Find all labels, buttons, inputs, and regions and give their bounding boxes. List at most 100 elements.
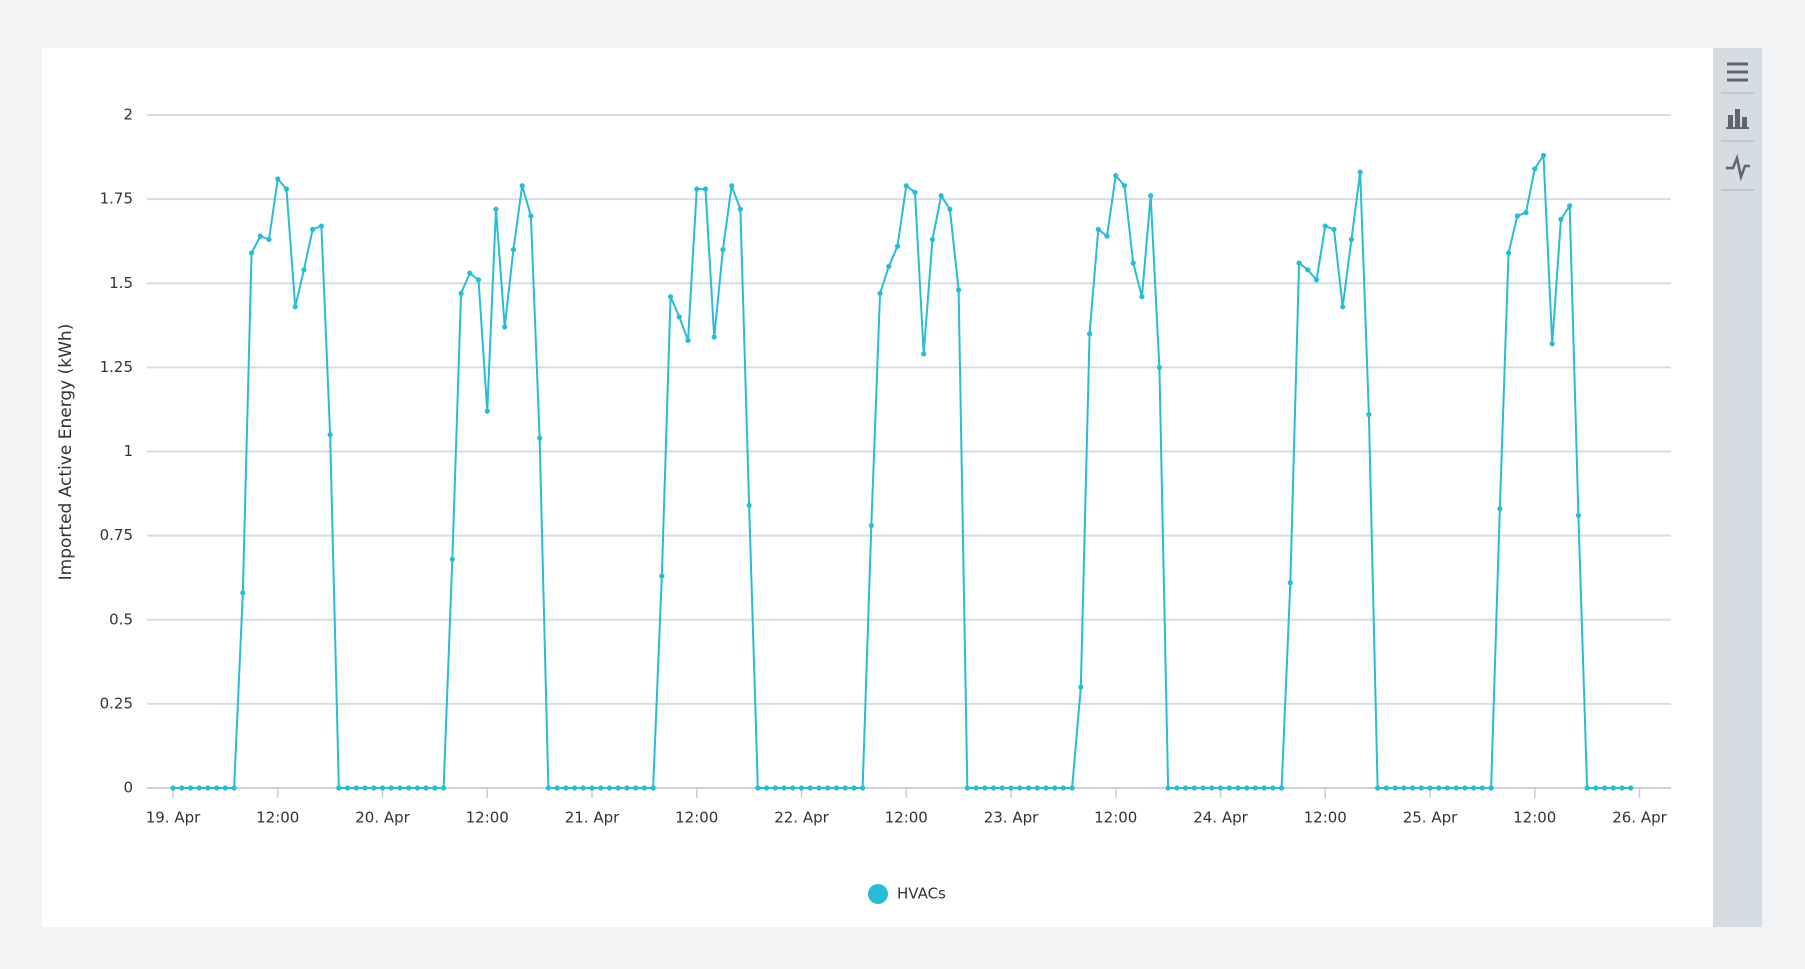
data-point: [1462, 785, 1468, 791]
data-point: [763, 785, 770, 791]
y-tick-label: 0: [123, 779, 133, 797]
grid: 0 0.25 0.5 0.75 1 1.25 1.5 1.75 2 19. Apr 12:00 20.…: [100, 106, 1671, 827]
data-point: [432, 785, 438, 791]
icon-base: [1726, 127, 1749, 129]
toolbar: [1713, 48, 1762, 927]
x-tick-label: 12:00: [675, 809, 718, 827]
data-point: [1313, 277, 1320, 283]
data-point: [737, 206, 743, 212]
data-point: [1610, 785, 1616, 791]
data-point: [1165, 785, 1171, 791]
data-point: [1244, 785, 1250, 791]
data-point: [1104, 233, 1110, 239]
data-point: [344, 785, 351, 791]
data-point: [571, 785, 578, 791]
data-point: [1217, 785, 1224, 791]
data-point: [1375, 785, 1381, 791]
data-point: [248, 250, 255, 256]
data-point: [1593, 785, 1599, 791]
data-point: [1427, 785, 1433, 791]
data-point: [205, 785, 211, 791]
data-point: [1444, 785, 1451, 791]
data-point: [292, 304, 298, 310]
data-point: [921, 351, 927, 357]
data-point: [475, 277, 482, 283]
data-point: [816, 785, 822, 791]
data-point: [257, 233, 263, 239]
data-point: [1121, 183, 1128, 189]
data-point: [1191, 785, 1197, 791]
y-tick-label: 0.25: [100, 694, 133, 712]
x-tick-label: 19. Apr: [146, 809, 201, 827]
data-point: [214, 785, 220, 791]
data-point: [1331, 226, 1337, 233]
data-point: [702, 186, 709, 192]
data-point: [406, 785, 412, 791]
data-point: [1156, 364, 1162, 370]
data-point: [912, 189, 918, 195]
data-point: [580, 785, 586, 791]
legend-label[interactable]: HVACs: [897, 885, 946, 903]
data-point: [1488, 785, 1494, 791]
data-point: [1069, 785, 1075, 791]
data-point: [467, 270, 473, 276]
data-point: [772, 785, 778, 791]
data-point: [1601, 785, 1608, 791]
x-tick-label: 23. Apr: [984, 809, 1039, 827]
data-point: [886, 263, 892, 270]
data-point: [379, 785, 386, 791]
line-chart-icon[interactable]: [1726, 153, 1750, 182]
data-point: [633, 785, 639, 791]
data-point: [1453, 785, 1459, 791]
data-point: [615, 785, 621, 791]
data-point: [781, 785, 787, 791]
data-point: [1584, 785, 1590, 791]
data-point: [371, 785, 377, 791]
x-tick-label: 24. Apr: [1193, 809, 1248, 827]
data-point: [1340, 304, 1346, 310]
data-point: [1008, 785, 1014, 791]
y-tick-label: 1: [123, 442, 133, 460]
data-point: [676, 314, 682, 320]
y-tick-label: 2: [123, 106, 133, 124]
data-point: [1505, 250, 1512, 256]
data-point: [563, 785, 569, 791]
data-point: [1182, 785, 1189, 791]
data-point: [598, 785, 604, 791]
x-tick-label: 12:00: [1513, 809, 1556, 827]
data-point: [1619, 785, 1625, 791]
data-point: [1086, 331, 1093, 337]
data-point: [1322, 223, 1328, 229]
menu-icon[interactable]: [1727, 62, 1748, 82]
data-point: [484, 408, 490, 414]
data-point: [1575, 512, 1581, 519]
data-point: [1052, 785, 1058, 791]
y-tick-label: 0.5: [109, 610, 133, 628]
data-point: [388, 785, 394, 791]
data-point: [1174, 785, 1180, 791]
data-point: [1305, 267, 1311, 273]
data-point: [1357, 169, 1363, 175]
data-point: [711, 334, 717, 340]
y-tick-label: 1.25: [100, 358, 133, 376]
data-point: [938, 193, 944, 199]
data-point: [929, 236, 936, 243]
data-point: [982, 785, 988, 791]
data-point: [964, 785, 970, 791]
data-point: [1549, 341, 1555, 347]
data-point: [1567, 203, 1573, 209]
data-point: [894, 243, 901, 249]
data-point: [318, 223, 324, 229]
data-point: [283, 186, 290, 192]
data-point: [990, 785, 997, 791]
data-point: [397, 785, 403, 791]
x-tick-label: 12:00: [256, 809, 299, 827]
data-point: [196, 785, 202, 791]
data-point: [851, 785, 857, 791]
data-point: [1540, 152, 1547, 158]
data-point: [1471, 785, 1477, 791]
data-point: [222, 785, 228, 791]
x-tick-label: 25. Apr: [1403, 809, 1458, 827]
bar-chart-icon[interactable]: [1726, 109, 1749, 129]
